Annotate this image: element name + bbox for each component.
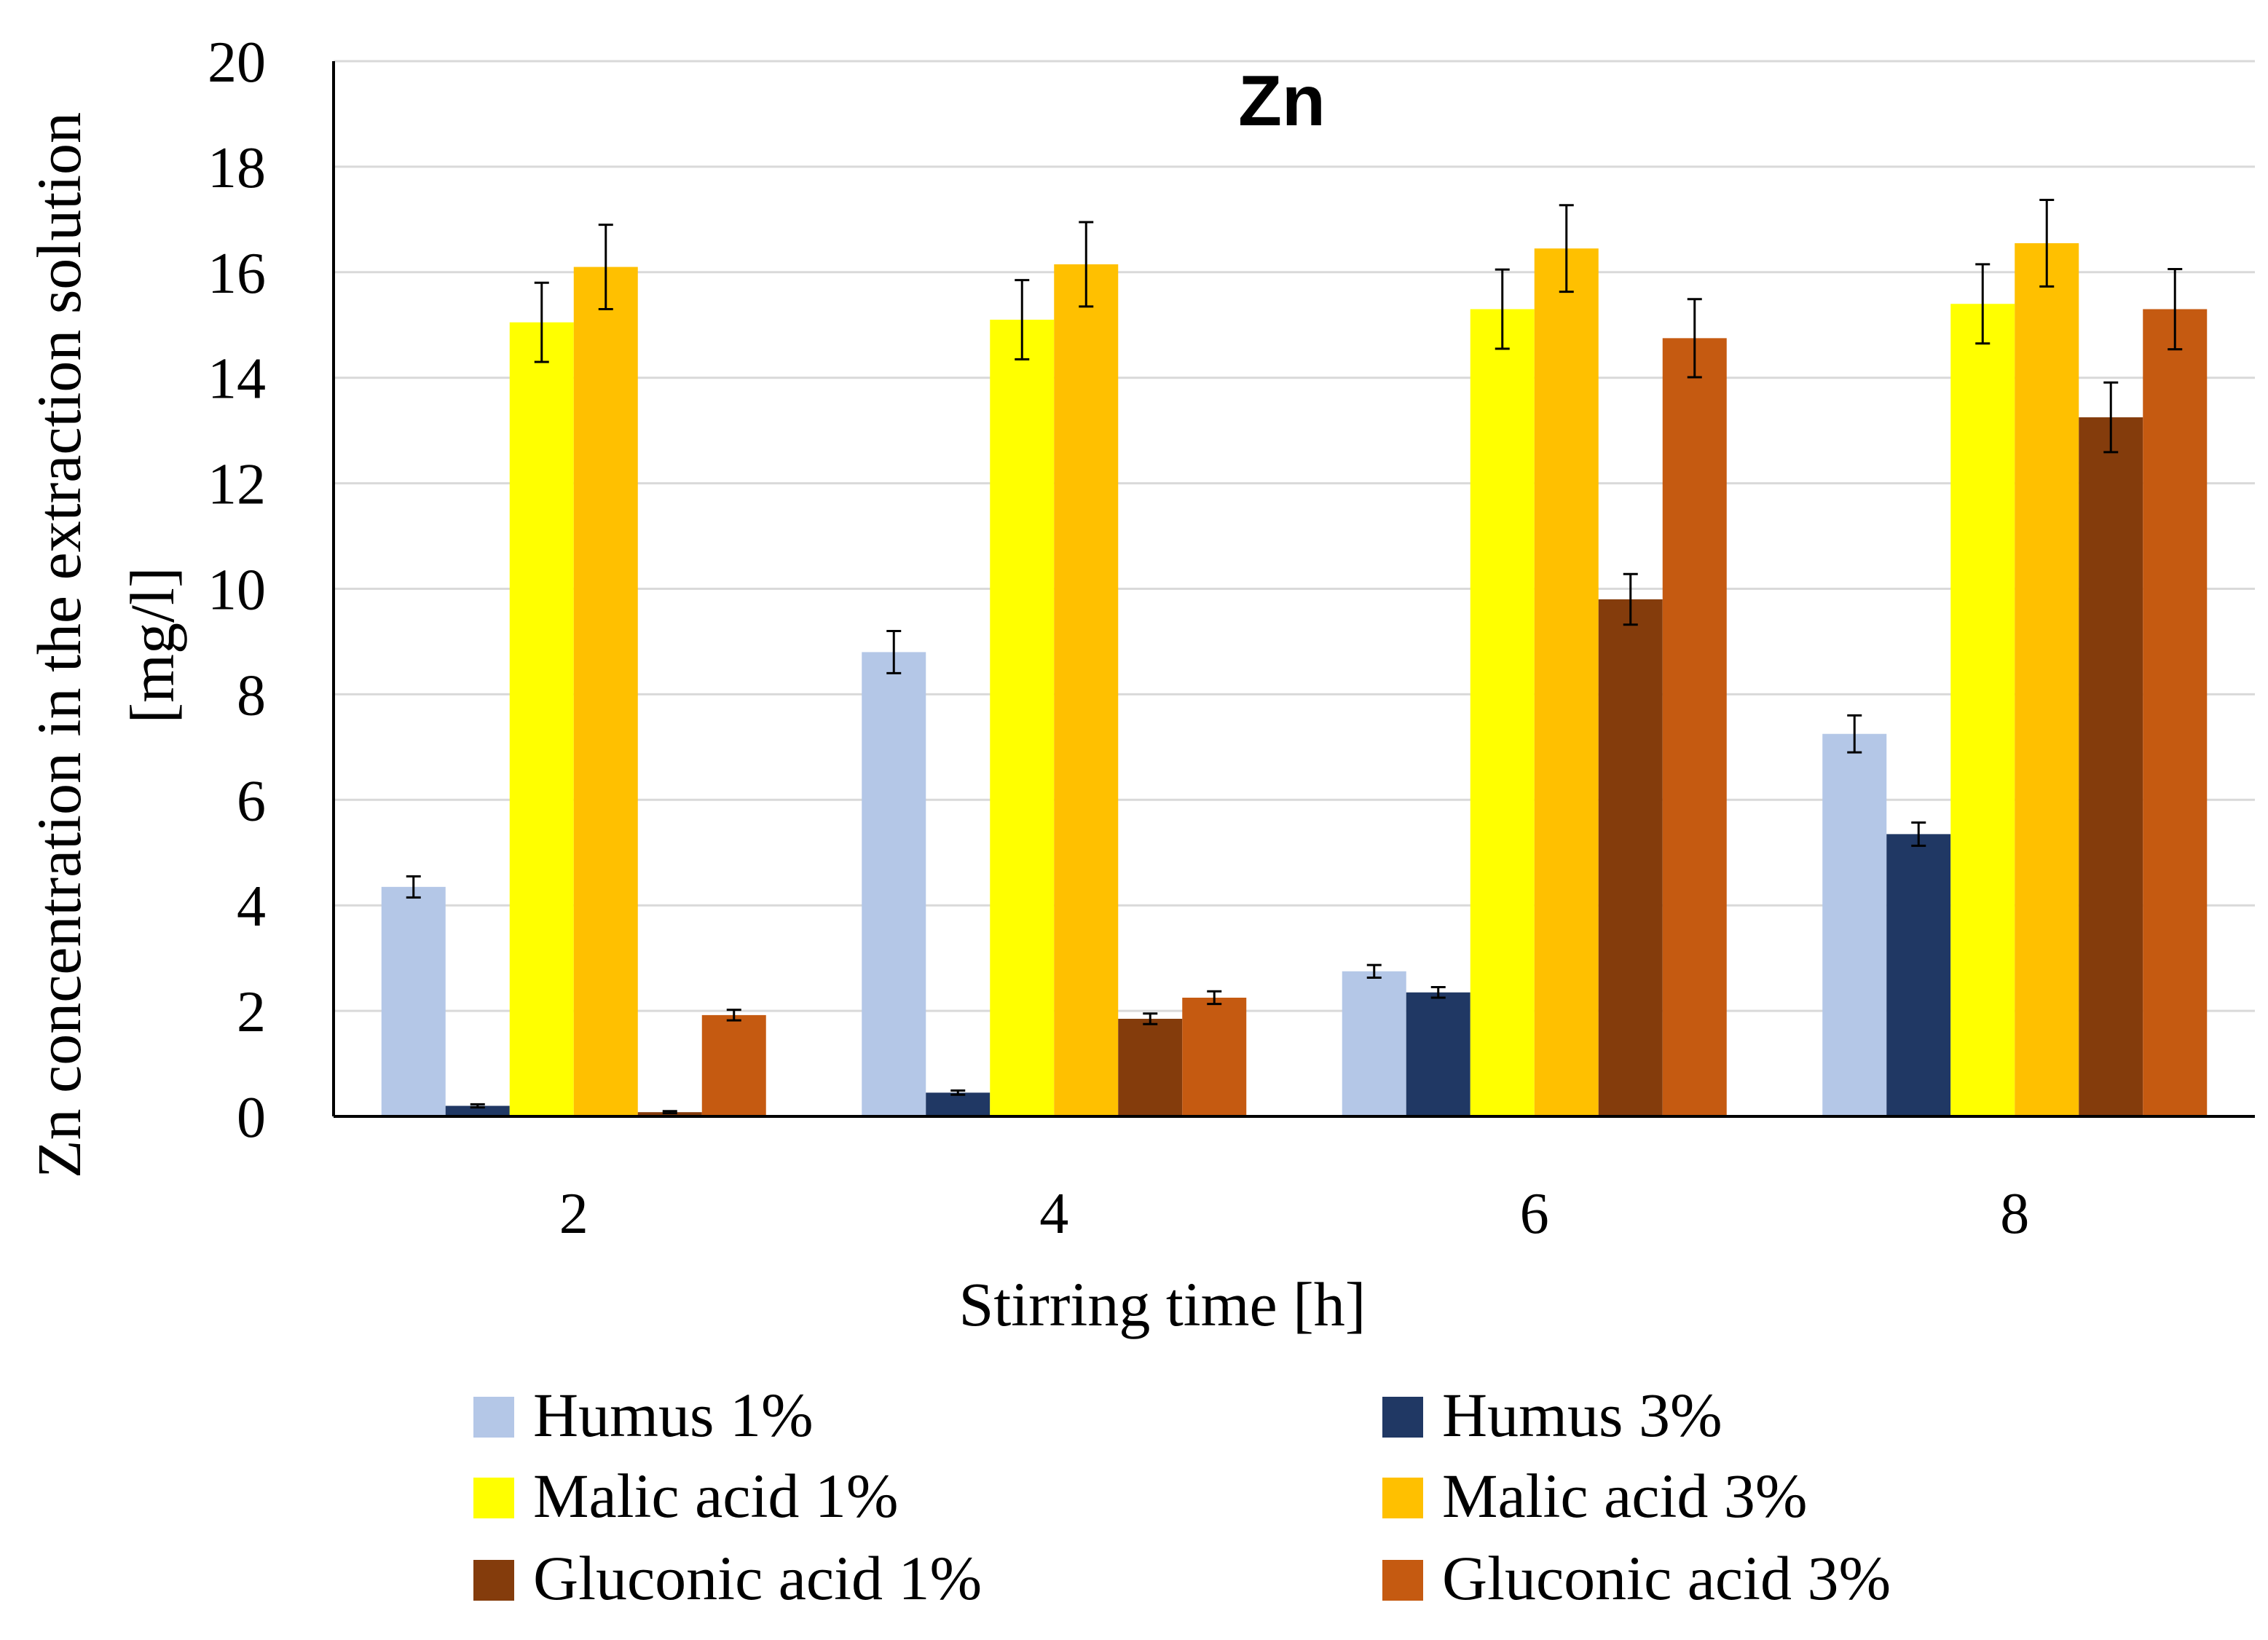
error-bar — [950, 1089, 966, 1096]
x-axis-label: Stirring time [h] — [959, 1269, 1366, 1339]
bar-humus-1--8h — [1822, 733, 1887, 1116]
bar-gluconic-acid-3--8h — [2143, 309, 2208, 1116]
y-tick-label: 16 — [208, 242, 266, 306]
error-bar — [1975, 263, 1991, 345]
legend-label: Malic acid 1% — [533, 1461, 898, 1531]
bar-malic-acid-3--6h — [1534, 248, 1599, 1116]
bar-malic-acid-3--4h — [1054, 264, 1119, 1116]
bar-gluconic-acid-1--8h — [2079, 417, 2143, 1116]
error-bar — [470, 1103, 485, 1109]
bar-gluconic-acid-1--6h — [1598, 599, 1663, 1116]
error-bar — [886, 629, 902, 674]
error-bar — [1559, 204, 1574, 293]
bar-humus-1--6h — [1342, 971, 1406, 1116]
legend-label: Gluconic acid 1% — [533, 1543, 982, 1613]
legend-swatch — [473, 1560, 514, 1601]
bar-humus-3--6h — [1406, 992, 1470, 1116]
error-bar — [1207, 990, 1222, 1006]
error-bars-group — [406, 199, 2183, 1115]
error-bar — [598, 224, 613, 311]
error-bar — [2039, 199, 2055, 288]
legend-label: Malic acid 3% — [1442, 1461, 1807, 1531]
error-bar — [406, 875, 421, 899]
bar-malic-acid-1--6h — [1470, 309, 1535, 1116]
legend-label: Humus 1% — [533, 1380, 814, 1450]
legend-swatch — [1382, 1478, 1423, 1518]
y-axis-label-line2: [mg/l] — [117, 567, 187, 724]
error-bar — [534, 281, 549, 363]
y-tick-label: 14 — [208, 347, 266, 411]
error-bar — [2167, 267, 2183, 351]
legend-label: Humus 3% — [1442, 1380, 1722, 1450]
legend-swatch — [473, 1478, 514, 1518]
error-bar — [662, 1110, 677, 1115]
bar-malic-acid-1--4h — [990, 320, 1055, 1116]
y-axis-label-line1: Zn concentration in the extraction solut… — [24, 112, 94, 1178]
x-tick-labels: 2 4 6 8 — [559, 1182, 2030, 1246]
error-bar — [726, 1009, 741, 1022]
legend-item: Humus 1% — [473, 1380, 814, 1450]
bar-malic-acid-1--8h — [1950, 304, 2015, 1116]
error-bar — [1623, 572, 1638, 626]
x-tick-label: 8 — [2000, 1182, 2029, 1246]
bar-malic-acid-3--8h — [2015, 243, 2079, 1116]
chart-title: Zn — [1238, 60, 1326, 141]
y-tick-label: 10 — [208, 559, 266, 623]
y-tick-label: 20 — [208, 31, 266, 95]
legend-item: Malic acid 3% — [1382, 1461, 1807, 1531]
y-tick-label: 12 — [208, 453, 266, 517]
legend-item: Malic acid 1% — [473, 1461, 898, 1531]
legend-swatch — [473, 1397, 514, 1438]
bar-humus-1--4h — [862, 652, 926, 1116]
bar-humus-1--2h — [381, 886, 446, 1116]
bar-gluconic-acid-3--6h — [1662, 338, 1727, 1116]
bar-malic-acid-1--2h — [509, 322, 574, 1117]
bar-humus-3--4h — [926, 1092, 991, 1116]
error-bar — [1430, 985, 1446, 999]
error-bar — [2103, 381, 2119, 454]
y-tick-label: 6 — [237, 769, 266, 833]
y-tick-labels: 0 2 4 6 8 10 12 14 16 18 20 — [208, 31, 266, 1150]
bar-malic-acid-3--2h — [573, 267, 638, 1117]
y-tick-label: 18 — [208, 136, 266, 200]
y-tick-label: 0 — [237, 1086, 266, 1150]
x-tick-label: 4 — [1039, 1182, 1068, 1246]
bar-gluconic-acid-3--2h — [701, 1014, 766, 1116]
error-bar — [1687, 298, 1702, 379]
bar-humus-3--2h — [445, 1105, 510, 1116]
error-bar — [1366, 963, 1382, 979]
legend-item: Gluconic acid 1% — [473, 1543, 982, 1613]
bar-series-group — [381, 243, 2208, 1117]
gridlines — [334, 60, 2255, 1012]
error-bar — [1847, 714, 1862, 754]
legend-item: Gluconic acid 3% — [1382, 1543, 1891, 1613]
error-bar — [1079, 221, 1094, 308]
legend-swatch — [1382, 1397, 1423, 1438]
legend: Humus 1% Humus 3% Malic acid 1% Malic acid … — [473, 1380, 1891, 1613]
y-tick-label: 8 — [237, 663, 266, 728]
axes — [332, 61, 2255, 1118]
legend-item: Humus 3% — [1382, 1380, 1722, 1450]
error-bar — [1015, 279, 1030, 360]
y-tick-label: 4 — [237, 875, 266, 939]
error-bar — [1143, 1012, 1158, 1025]
legend-swatch — [1382, 1560, 1423, 1601]
bar-humus-3--8h — [1886, 834, 1951, 1116]
legend-label: Gluconic acid 3% — [1442, 1543, 1891, 1613]
error-bar — [1911, 821, 1926, 847]
y-tick-label: 2 — [237, 980, 266, 1044]
error-bar — [1495, 268, 1510, 350]
bar-gluconic-acid-1--4h — [1118, 1018, 1183, 1116]
x-tick-label: 6 — [1520, 1182, 1549, 1246]
x-tick-label: 2 — [559, 1182, 588, 1246]
bar-gluconic-acid-3--4h — [1182, 997, 1247, 1116]
